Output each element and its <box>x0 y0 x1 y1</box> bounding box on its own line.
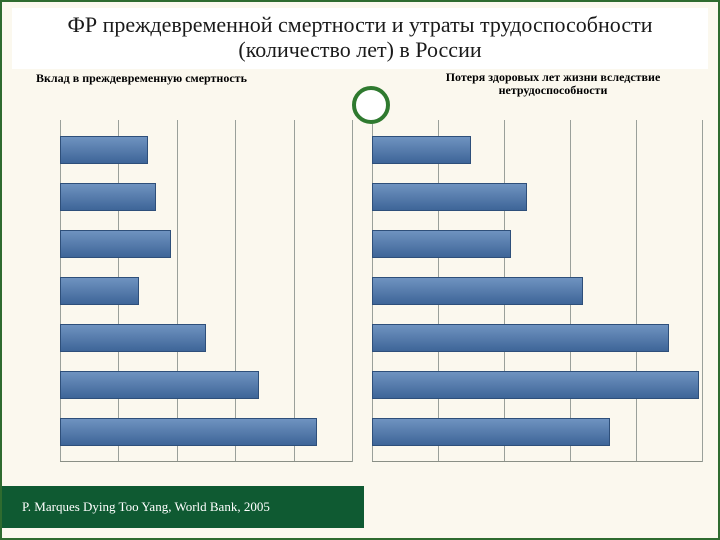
bar-slot <box>60 277 352 305</box>
footer-bar: P. Marques Dying Too Yang, World Bank, 2… <box>2 486 364 528</box>
bar <box>372 230 511 258</box>
slide: ФР преждевременной смертности и утраты т… <box>0 0 720 540</box>
bar-slot <box>372 371 702 399</box>
accent-circle-icon <box>352 86 390 124</box>
left-bars <box>60 120 352 462</box>
right-chart <box>360 112 718 480</box>
bar-slot <box>372 183 702 211</box>
bar <box>60 277 139 305</box>
bar-slot <box>372 230 702 258</box>
bar-slot <box>372 418 702 446</box>
bar-slot <box>372 136 702 164</box>
title-box: ФР преждевременной смертности и утраты т… <box>12 8 708 69</box>
bar <box>372 183 527 211</box>
bar <box>60 230 171 258</box>
bar <box>372 136 471 164</box>
subtitle-right: Потеря здоровых лет жизни вследствие нет… <box>408 71 698 97</box>
left-chart <box>2 112 360 480</box>
bar-slot <box>60 371 352 399</box>
bar <box>372 371 699 399</box>
bar-slot <box>60 418 352 446</box>
bar <box>60 324 206 352</box>
bar <box>372 324 669 352</box>
gridline <box>702 120 703 462</box>
slide-title: ФР преждевременной смертности и утраты т… <box>22 12 698 63</box>
left-plot <box>60 120 352 462</box>
bar-slot <box>60 183 352 211</box>
bar <box>60 136 148 164</box>
footer-text: P. Marques Dying Too Yang, World Bank, 2… <box>22 499 270 515</box>
bar-slot <box>60 230 352 258</box>
bar <box>60 183 156 211</box>
bar <box>372 277 583 305</box>
charts-area <box>2 112 718 480</box>
bar-slot <box>372 324 702 352</box>
subtitle-left: Вклад в преждевременную смертность <box>36 71 247 86</box>
bar <box>60 371 259 399</box>
bar <box>372 418 610 446</box>
right-bars <box>372 120 702 462</box>
bar-slot <box>372 277 702 305</box>
bar <box>60 418 317 446</box>
bar-slot <box>60 136 352 164</box>
bar-slot <box>60 324 352 352</box>
right-plot <box>372 120 702 462</box>
gridline <box>352 120 353 462</box>
